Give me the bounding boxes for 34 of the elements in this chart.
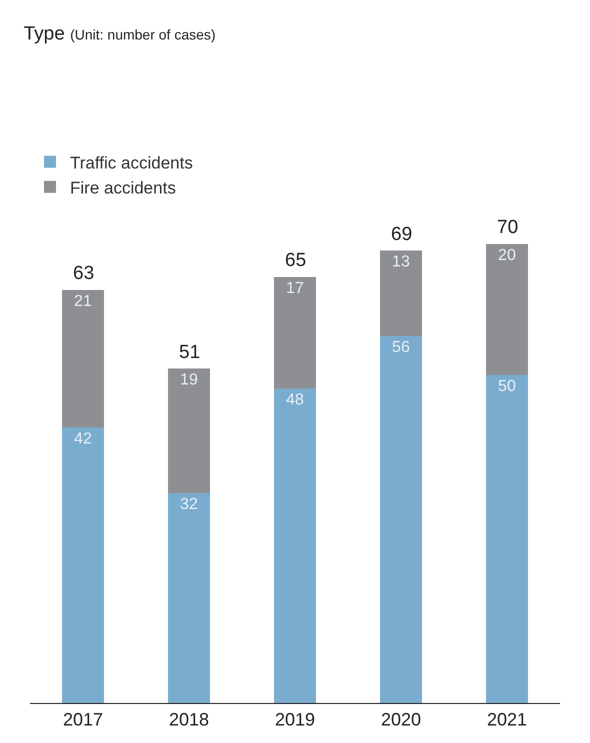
legend-label: Fire accidents [70, 178, 176, 198]
bar [168, 493, 210, 703]
x-tick-label: 2017 [62, 710, 104, 730]
chart-subtitle: (Unit: number of cases) [70, 26, 216, 42]
total-label: 65 [285, 250, 306, 271]
data-label: 20 [498, 247, 516, 264]
data-label: 50 [498, 378, 516, 396]
legend-label: Traffic accidents [70, 153, 193, 172]
bar [380, 250, 422, 336]
bar [486, 244, 528, 376]
data-label: 17 [286, 280, 304, 297]
chart-title: Type [24, 23, 65, 44]
total-label: 69 [391, 224, 412, 245]
bar [62, 428, 104, 703]
total-label: 63 [73, 263, 94, 284]
bar [62, 290, 104, 428]
data-label: 21 [74, 292, 92, 310]
x-tick-label: 2021 [486, 710, 528, 730]
x-tick-label: 2020 [380, 710, 422, 730]
bar [274, 388, 316, 703]
bar [380, 336, 422, 703]
x-tick-label: 2019 [274, 710, 316, 730]
data-label: 48 [286, 391, 304, 408]
data-label: 56 [392, 338, 410, 356]
bar [274, 276, 316, 388]
data-label: 42 [74, 430, 92, 448]
data-label: 13 [392, 254, 410, 271]
bar [168, 368, 210, 494]
data-label: 32 [180, 496, 198, 514]
total-label: 51 [179, 342, 200, 363]
data-label: 19 [180, 372, 198, 389]
x-tick-label: 2018 [168, 710, 210, 730]
total-label: 70 [497, 217, 518, 238]
bar [486, 375, 528, 703]
